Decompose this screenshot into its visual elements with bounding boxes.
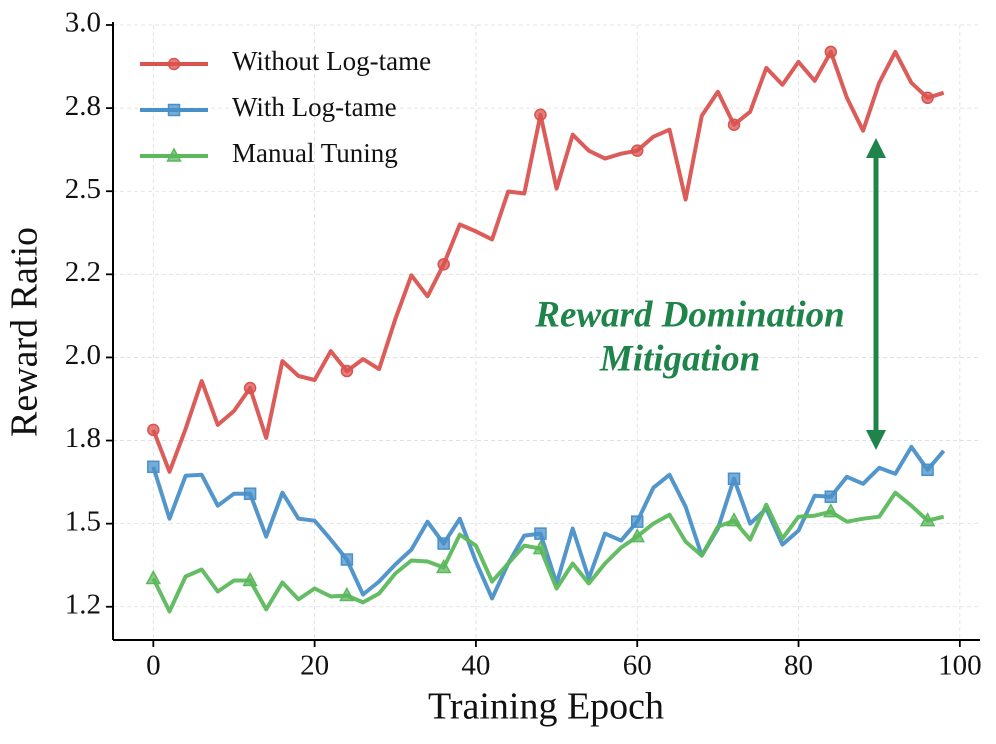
marker [534,108,547,122]
x-tick-label: 40 [461,650,490,682]
marker [919,512,936,527]
marker [727,118,741,131]
legend-label: With Log-tame [232,92,397,122]
marker [340,364,354,378]
marker [167,57,181,71]
legend-label: Without Log-tame [232,46,431,76]
x-axis-label: Training Epoch [428,686,664,728]
y-tick-label: 2.5 [65,173,101,205]
marker [823,503,839,518]
marker [166,147,182,162]
series-line [151,49,945,474]
legend-label: Manual Tuning [232,138,398,168]
marker [726,512,742,527]
plot-area [145,45,946,614]
y-tick-label: 2.8 [65,90,101,122]
annotation: Reward Domination [534,294,844,335]
x-tick-label: 100 [938,650,982,682]
marker [147,423,160,437]
marker [437,537,450,550]
y-tick-label: 2.2 [65,256,101,288]
x-tick-label: 20 [300,650,329,682]
x-tick-label: 80 [784,650,813,682]
x-tick-label: 60 [623,650,652,682]
y-tick-label: 1.8 [65,422,101,454]
marker [242,571,258,587]
marker [824,45,838,59]
marker [437,258,450,271]
marker [147,460,160,474]
marker [435,558,452,574]
marker [921,463,934,477]
marker [534,527,547,540]
y-tick-label: 1.5 [65,505,101,537]
marker [339,586,355,602]
marker [921,91,934,105]
marker [340,553,354,566]
annotation: Mitigation [599,338,760,379]
marker [243,381,257,395]
marker [629,528,645,543]
marker [824,490,838,503]
grid [113,24,980,640]
y-axis-label: Reward Ratio [4,227,46,437]
y-tick-label: 1.2 [65,588,101,620]
y-tick-label: 2.0 [65,339,101,371]
marker [532,540,549,555]
x-tick-label: 0 [146,650,161,682]
marker [630,144,644,157]
y-tick-label: 3.0 [65,7,101,39]
marker [630,515,644,528]
marker [727,472,741,486]
marker [243,487,257,500]
series-line [151,490,945,614]
marker [145,569,162,585]
series-line [151,444,946,601]
marker [167,103,181,117]
